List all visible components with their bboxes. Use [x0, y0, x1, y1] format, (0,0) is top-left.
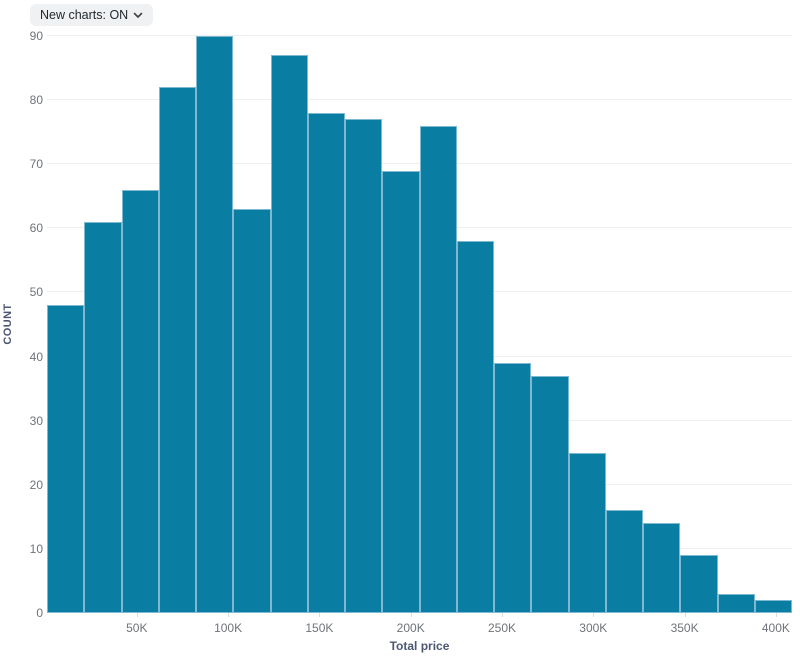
x-tick-label: 100K: [214, 621, 243, 635]
histogram-bar[interactable]: [196, 36, 234, 613]
x-tick-mark: [502, 613, 503, 617]
histogram-bar[interactable]: [643, 523, 681, 613]
chevron-down-icon: [133, 12, 143, 19]
histogram-bar[interactable]: [494, 362, 532, 613]
x-tick-mark: [319, 613, 321, 617]
new-charts-toggle-label: New charts: ON: [40, 8, 129, 22]
y-axis-title: COUNT: [2, 303, 14, 345]
gridline-y-90: [47, 35, 792, 36]
histogram-bar[interactable]: [121, 189, 159, 613]
x-tick-mark: [593, 613, 595, 617]
histogram-bar[interactable]: [270, 55, 308, 613]
new-charts-toggle[interactable]: New charts: ON: [30, 4, 154, 26]
y-tick-label: 60: [29, 221, 43, 236]
y-tick-label: 40: [29, 349, 43, 364]
histogram-bar[interactable]: [307, 112, 345, 613]
histogram-bar[interactable]: [754, 600, 792, 613]
histogram-bar[interactable]: [158, 87, 196, 613]
histogram-bar[interactable]: [531, 375, 569, 613]
x-tick-label: 400K: [761, 621, 790, 635]
x-tick-label: 200K: [396, 621, 425, 635]
histogram-bar[interactable]: [345, 119, 383, 613]
x-tick-label: 50K: [126, 621, 148, 635]
histogram-bar[interactable]: [680, 555, 718, 613]
y-axis-tick-labels: 0 10 20 30 40 50 60 70 80 90: [0, 0, 43, 661]
x-tick-mark: [136, 613, 138, 617]
plot-area: [47, 29, 792, 613]
x-tick-label: 150K: [305, 621, 334, 635]
histogram-bar[interactable]: [47, 305, 85, 613]
histogram-bar[interactable]: [233, 209, 271, 613]
x-axis-title: Total price: [389, 639, 450, 653]
gridline-y-80: [47, 99, 792, 101]
y-tick-label: 80: [29, 93, 43, 108]
y-tick-label: 70: [29, 157, 43, 172]
histogram-bar[interactable]: [419, 125, 457, 613]
y-tick-label: 90: [29, 29, 43, 43]
y-tick-label: 20: [29, 477, 43, 492]
histogram-bar[interactable]: [382, 170, 420, 613]
x-tick-mark: [228, 613, 230, 617]
x-tick-mark: [410, 613, 412, 617]
x-tick-label: 250K: [487, 621, 517, 635]
histogram-bar[interactable]: [568, 452, 606, 613]
y-tick-label: 50: [29, 285, 43, 300]
histogram-bar[interactable]: [717, 593, 755, 613]
x-tick-mark: [684, 613, 686, 617]
x-tick-mark: [775, 613, 777, 617]
y-tick-label: 30: [29, 413, 43, 428]
y-tick-label: 0: [36, 606, 43, 620]
x-tick-label: 350K: [670, 621, 699, 635]
y-tick-label: 10: [29, 541, 43, 556]
histogram-bar[interactable]: [605, 510, 643, 613]
histogram-bar[interactable]: [84, 221, 122, 613]
x-tick-label: 300K: [579, 621, 608, 635]
histogram-bar[interactable]: [456, 241, 494, 613]
